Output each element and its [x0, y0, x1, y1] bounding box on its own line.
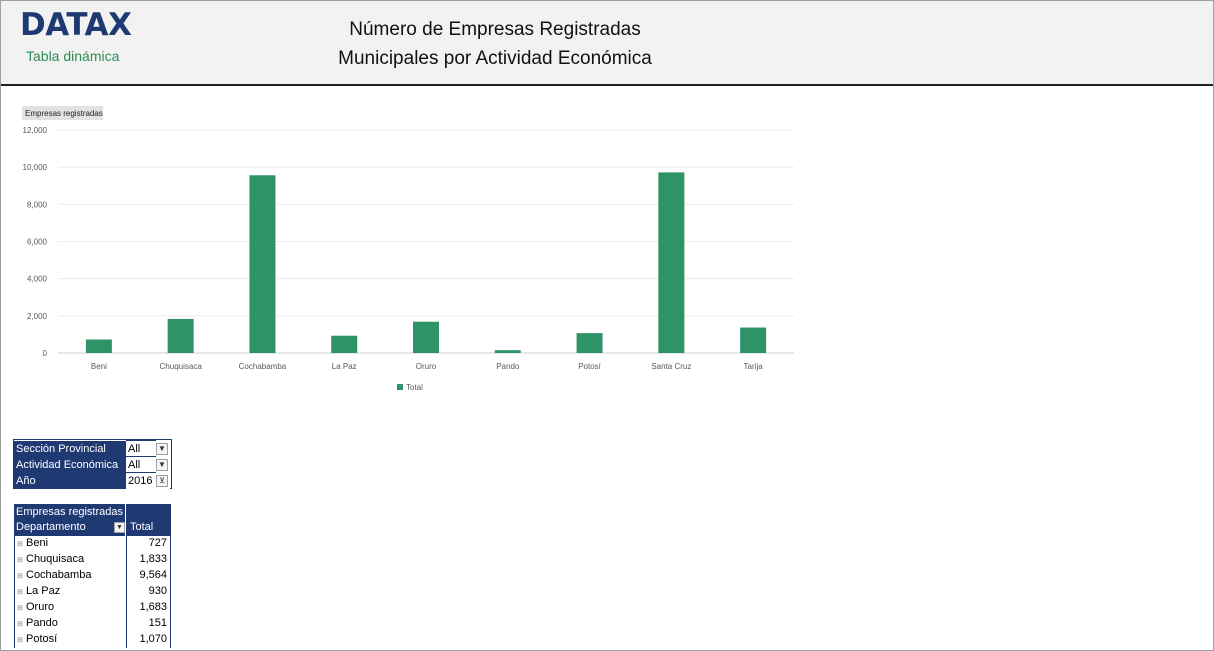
bar — [331, 335, 358, 353]
pivot-measure-label: Empresas registradas — [16, 506, 123, 518]
filter-label: Sección Provincial — [14, 440, 126, 457]
expand-icon[interactable]: ⊞ — [17, 621, 23, 628]
department-cell: Beni — [26, 537, 49, 549]
bar-chart[interactable]: Empresas registradas 0 2,000 4,000 6,000 8,00… — [0, 88, 810, 408]
bar — [494, 350, 521, 353]
filter-box — [13, 439, 172, 489]
department-cell: Potosí — [26, 633, 58, 645]
field-button — [22, 106, 103, 120]
expand-icon[interactable]: ⊞ — [17, 637, 23, 644]
dropdown-icon[interactable]: ▼ — [156, 458, 168, 471]
row-filter-dropdown-icon[interactable]: ▼ — [114, 522, 125, 533]
department-cell: Chuquisaca — [26, 553, 85, 565]
table-row[interactable]: ⊞ Oruro 1,683 — [15, 600, 170, 616]
title-line-2: Municipales por Actividad Económica — [338, 48, 652, 69]
bar — [413, 321, 439, 353]
y-tick-label: 4,000 — [27, 275, 48, 284]
total-cell: 727 — [148, 537, 167, 549]
filter-value[interactable]: All — [126, 456, 156, 473]
total-cell: 9,564 — [139, 569, 167, 581]
column-divider — [126, 584, 127, 600]
bar — [576, 333, 603, 353]
total-cell: 1,833 — [139, 553, 167, 565]
expand-icon[interactable]: ⊞ — [17, 605, 23, 612]
column-divider — [126, 536, 127, 552]
header-banner: DATAX Tabla dinámica Número de Empresas … — [1, 1, 1213, 86]
y-tick-label: 6,000 — [27, 238, 48, 247]
column-divider — [126, 552, 127, 568]
column-divider — [126, 568, 127, 584]
total-cell: 151 — [148, 617, 167, 629]
y-tick-label: 8,000 — [27, 200, 48, 209]
table-row[interactable]: ⊞ Beni 727 — [15, 536, 170, 552]
y-tick-label: 10,000 — [23, 163, 48, 172]
expand-icon[interactable]: ⊞ — [17, 557, 23, 564]
column-divider — [126, 616, 127, 632]
filter-value[interactable]: All — [126, 440, 156, 457]
y-tick-label: 12,000 — [23, 126, 48, 135]
subtitle: Tabla dinámica — [26, 48, 120, 64]
datax-logo: DATAX — [20, 7, 132, 43]
x-tick-label: Chuquisaca — [160, 362, 203, 371]
filter-button[interactable]: ▼ — [156, 456, 170, 473]
x-tick-label: Beni — [91, 362, 107, 371]
legend-swatch — [397, 384, 403, 390]
dropdown-icon[interactable]: ▼ — [156, 442, 168, 455]
x-tick-label: Tarija — [744, 362, 764, 371]
page-title: Número de Empresas Registradas Municipal… — [265, 15, 725, 73]
total-cell: 1,683 — [139, 601, 167, 613]
department-cell: Pando — [26, 617, 58, 629]
y-tick-label: 0 — [43, 349, 48, 358]
expand-icon[interactable]: ⊞ — [17, 573, 23, 580]
filter-row: Año 2016 ⊻ — [14, 472, 170, 489]
x-tick-label: Potosí — [578, 362, 601, 371]
department-cell: La Paz — [26, 585, 61, 597]
x-tick-label: Santa Cruz — [651, 362, 691, 371]
table-row[interactable]: ⊞ Potosí 1,070 — [15, 632, 170, 648]
filter-label: Actividad Económica — [14, 456, 126, 473]
total-cell: 1,070 — [139, 633, 167, 645]
table-row[interactable]: ⊞ Chuquisaca 1,833 — [15, 552, 170, 568]
bar — [658, 172, 685, 353]
header-divider — [125, 504, 126, 536]
department-cell: Cochabamba — [26, 569, 92, 581]
field-button-label: Empresas registradas — [25, 109, 103, 118]
department-cell: Oruro — [26, 601, 55, 613]
report-filters: Sección Provincial All ▼ Actividad Económic… — [14, 440, 170, 489]
expand-icon[interactable]: ⊞ — [17, 589, 23, 596]
filter-button[interactable]: ⊻ — [156, 472, 170, 489]
filter-row: Actividad Económica All ▼ — [14, 456, 170, 473]
filter-label: Año — [14, 472, 126, 489]
pivot-body: ⊞ Beni 727 ⊞ Chuquisaca 1,833 ⊞ Cochabamba 9,564… — [14, 536, 171, 648]
y-tick-label: 2,000 — [27, 312, 48, 321]
expand-icon[interactable]: ⊞ — [17, 541, 23, 548]
table-row[interactable]: ⊞ La Paz 930 — [15, 584, 170, 600]
filter-row: Sección Provincial All ▼ — [14, 440, 170, 457]
pivot-header: Empresas registradas Departamento ▼ Tota… — [14, 504, 171, 536]
pivot-row-header: Departamento — [16, 521, 86, 533]
bar — [740, 327, 767, 353]
pivot-table[interactable]: Empresas registradas Departamento ▼ Tota… — [14, 504, 171, 648]
x-tick-label: Pando — [496, 362, 520, 371]
x-tick-label: La Paz — [332, 362, 357, 371]
bar — [85, 339, 112, 353]
bar — [167, 318, 194, 353]
x-tick-label: Cochabamba — [239, 362, 287, 371]
pivot-col-header: Total — [130, 521, 154, 533]
filter-button[interactable]: ▼ — [156, 440, 170, 457]
filter-dropdown-icon[interactable]: ⊻ — [156, 474, 168, 487]
table-row[interactable]: ⊞ Pando 151 — [15, 616, 170, 632]
x-tick-label: Oruro — [416, 362, 437, 371]
column-divider — [126, 600, 127, 616]
bar — [249, 175, 276, 353]
legend-label: Total — [406, 383, 423, 392]
table-row[interactable]: ⊞ Cochabamba 9,564 — [15, 568, 170, 584]
total-cell: 930 — [148, 585, 167, 597]
title-line-1: Número de Empresas Registradas — [349, 19, 641, 40]
filter-value[interactable]: 2016 — [126, 472, 156, 489]
column-divider — [126, 632, 127, 648]
